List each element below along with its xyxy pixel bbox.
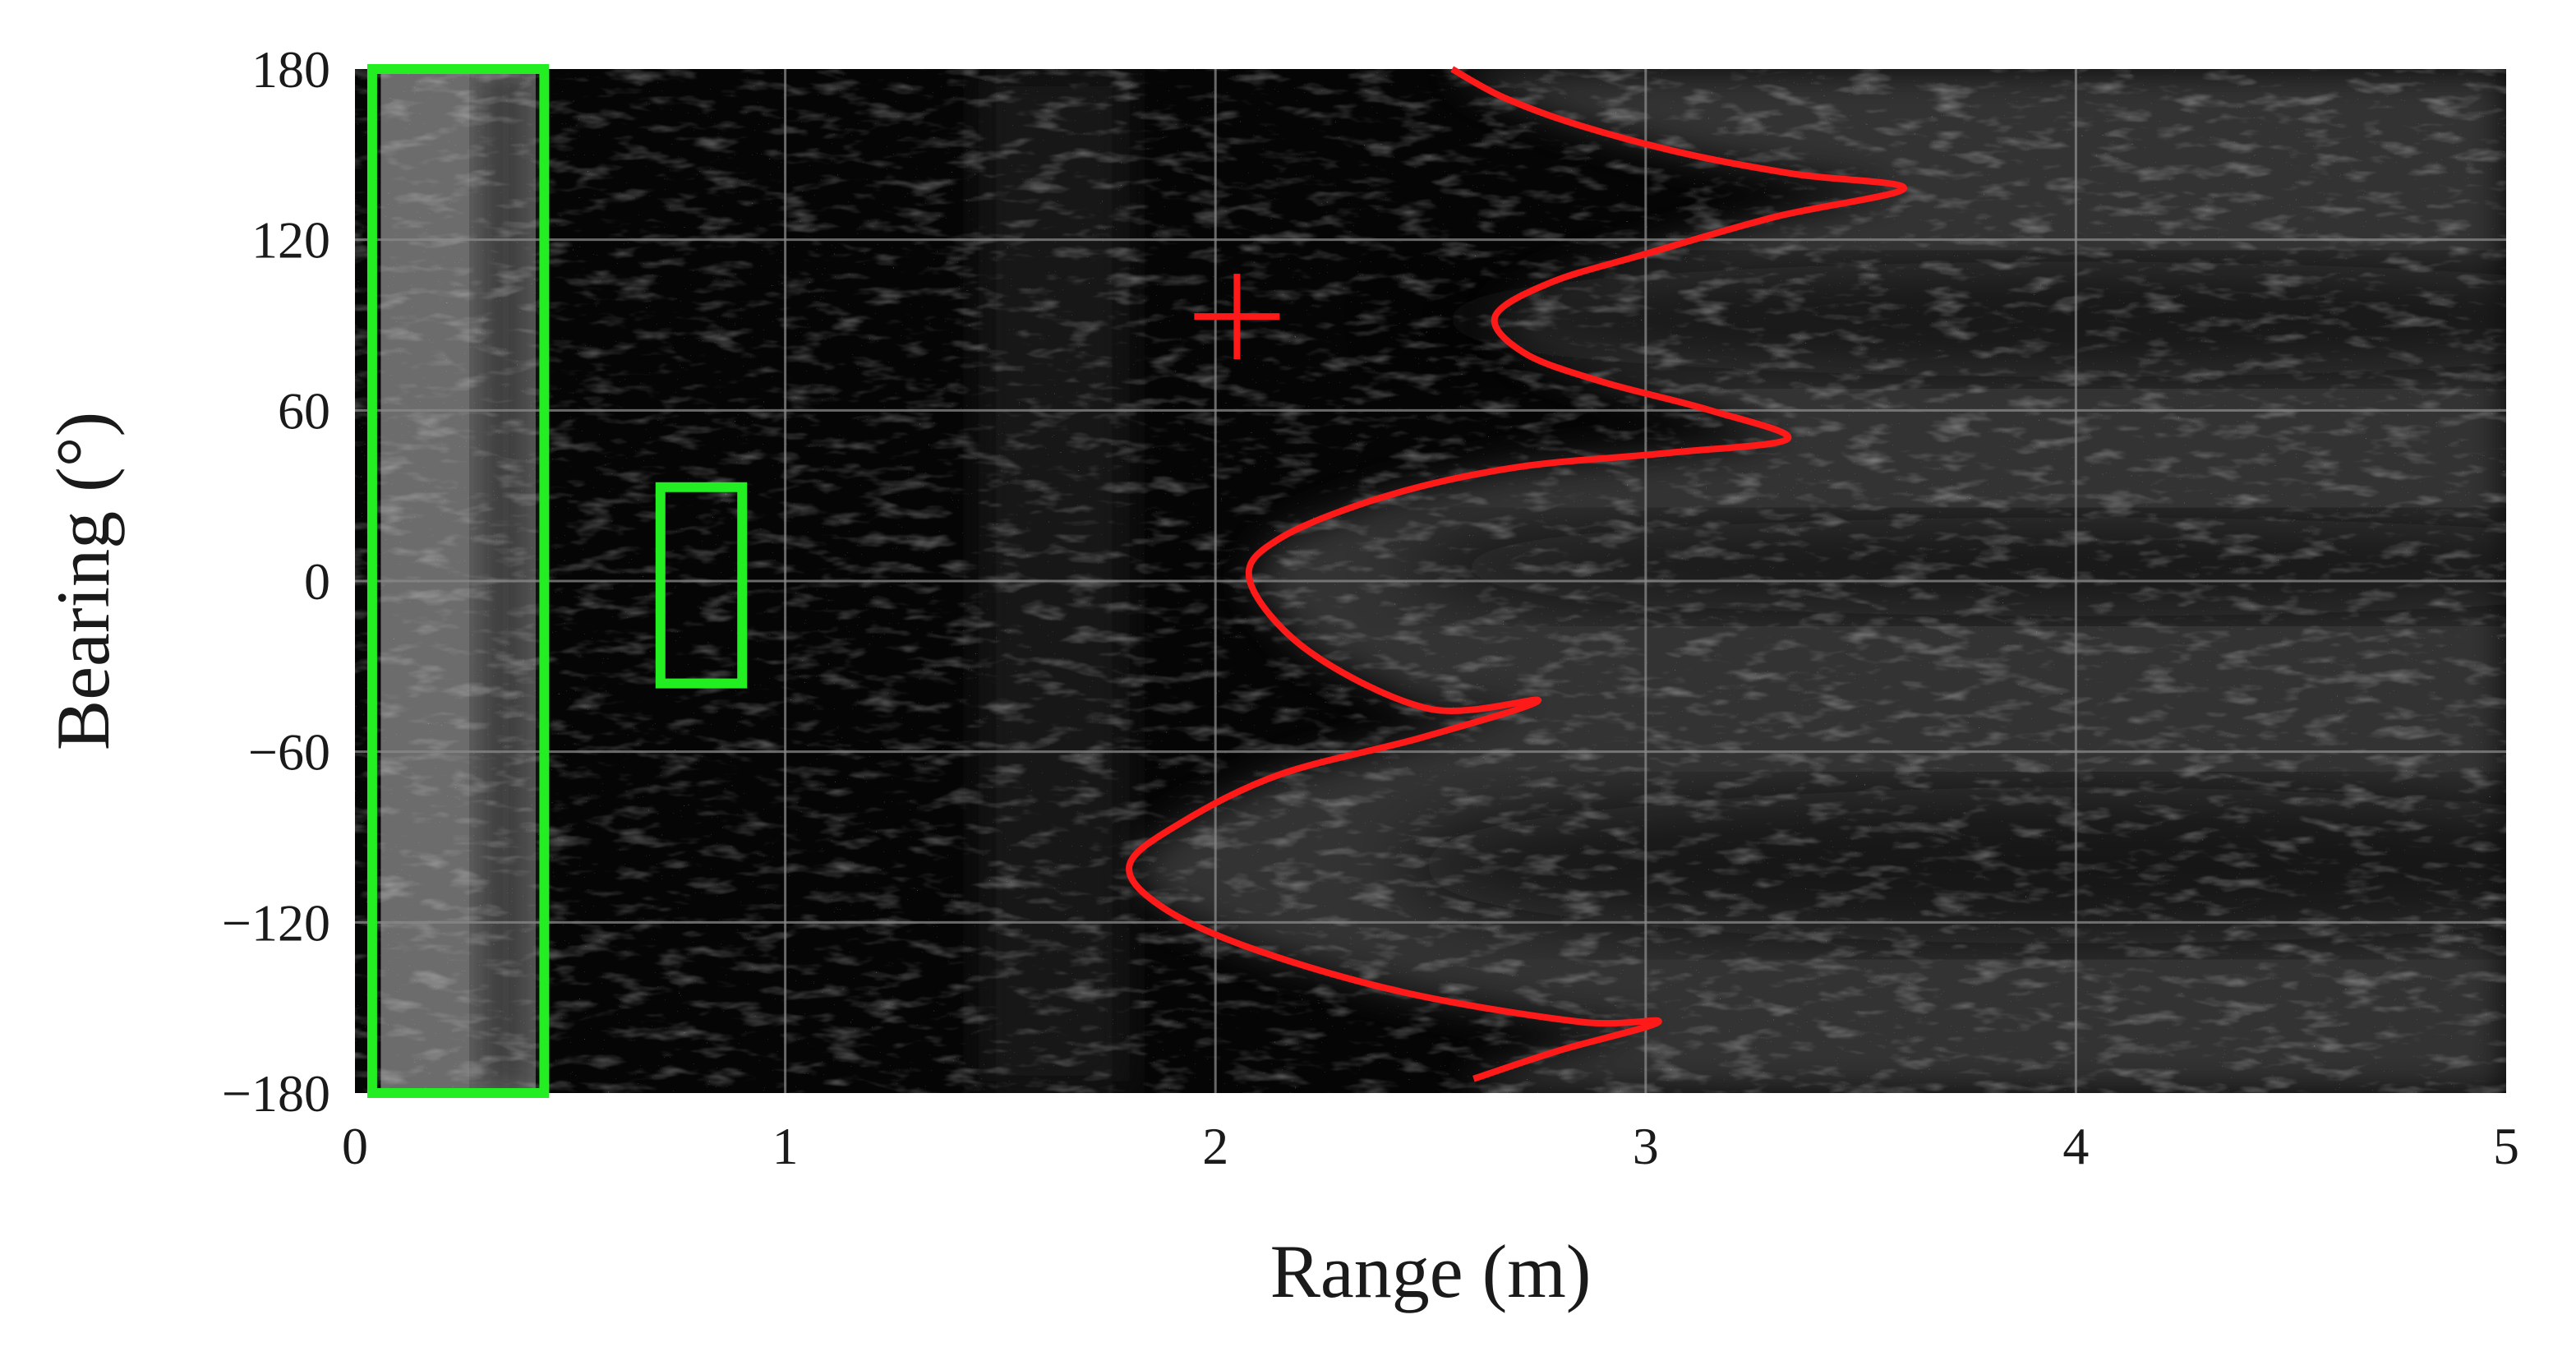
overlay-series bbox=[366, 64, 1907, 1098]
y-tick-label: 180 bbox=[251, 40, 330, 99]
tick-labels: 0 1 2 3 4 5 180 120 60 0 −60 −120 −180 bbox=[222, 40, 2519, 1175]
x-tick-label: 4 bbox=[2062, 1117, 2089, 1175]
y-tick-label: −60 bbox=[248, 723, 330, 782]
target-marker bbox=[1194, 274, 1280, 360]
y-tick-label: −180 bbox=[222, 1064, 330, 1123]
y-tick-label: 120 bbox=[251, 211, 330, 270]
object-box bbox=[655, 482, 748, 689]
x-tick-label: 3 bbox=[1633, 1117, 1659, 1175]
near-field-box bbox=[366, 64, 550, 1098]
y-tick-label: 0 bbox=[304, 552, 330, 611]
x-tick-label: 5 bbox=[2493, 1117, 2519, 1175]
x-tick-label: 2 bbox=[1202, 1117, 1228, 1175]
x-tick-label: 1 bbox=[772, 1117, 799, 1175]
y-tick-label: 60 bbox=[278, 381, 330, 440]
x-axis-label: Range (m) bbox=[1270, 1229, 1592, 1313]
detected-boundary-curve bbox=[1126, 66, 1907, 1082]
y-tick-label: −120 bbox=[222, 893, 330, 952]
y-axis-label: Bearing (°) bbox=[41, 412, 125, 750]
grid bbox=[355, 69, 2506, 1093]
x-tick-label: 0 bbox=[342, 1117, 368, 1175]
